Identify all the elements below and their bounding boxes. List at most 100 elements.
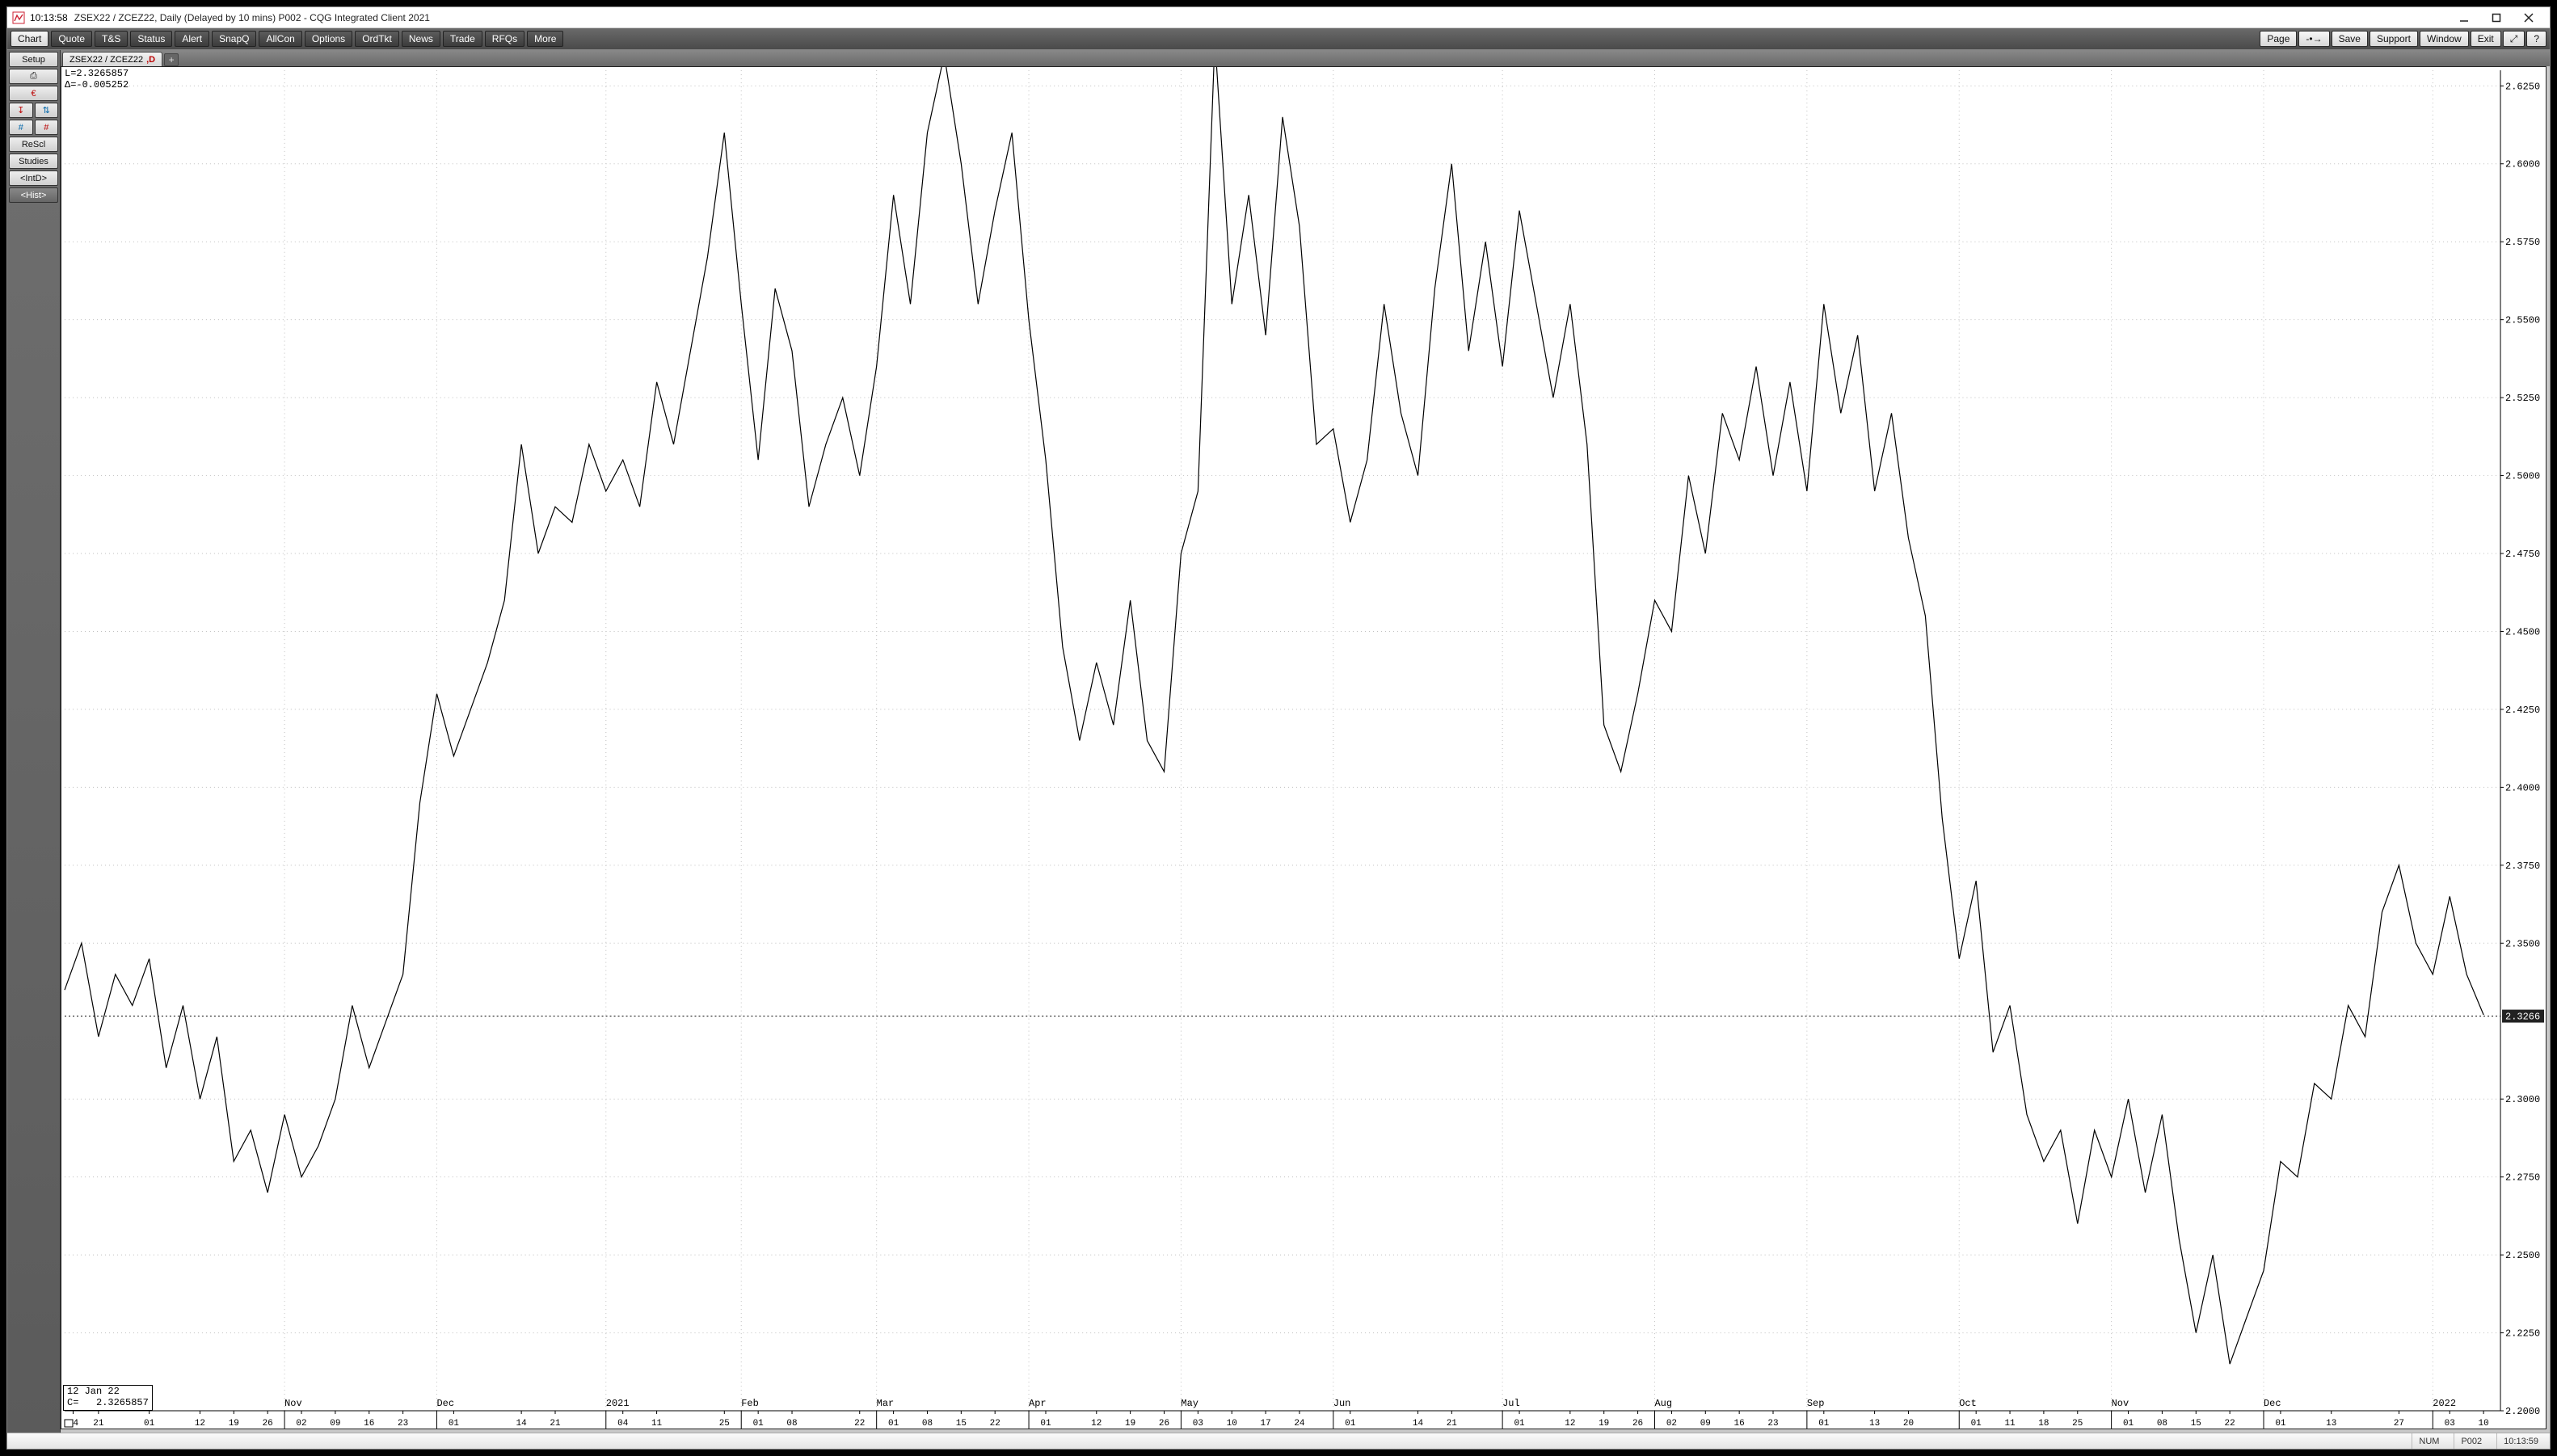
svg-text:11: 11 — [2004, 1419, 2016, 1429]
toolbar--[interactable]: ⤢ — [2503, 31, 2525, 47]
svg-text:01: 01 — [1040, 1419, 1051, 1429]
svg-text:13: 13 — [2326, 1419, 2336, 1429]
toolbar-options[interactable]: Options — [305, 31, 352, 47]
svg-text:Aug: Aug — [1654, 1398, 1672, 1409]
currency-button[interactable]: € — [9, 86, 58, 101]
svg-text:2.5750: 2.5750 — [2505, 237, 2540, 248]
toolbar-t-s[interactable]: T&S — [95, 31, 128, 47]
svg-text:19: 19 — [1125, 1419, 1135, 1429]
side-toolbar: Setup ⎙ € ↧ ⇅ # # ReScl Studies <IntD> <… — [7, 50, 61, 1433]
svg-text:2.2750: 2.2750 — [2505, 1172, 2540, 1184]
toolbar-exit[interactable]: Exit — [2471, 31, 2501, 47]
svg-text:12: 12 — [1091, 1419, 1102, 1429]
status-time: 10:13:59 — [2496, 1433, 2545, 1449]
toolbar-window[interactable]: Window — [2420, 31, 2469, 47]
svg-text:01: 01 — [144, 1419, 155, 1429]
svg-text:01: 01 — [1514, 1419, 1525, 1429]
svg-text:02: 02 — [296, 1419, 306, 1429]
rescale-button[interactable]: ReScl — [9, 137, 58, 152]
chart-tab[interactable]: ZSEX22 / ZCEZ22,D — [62, 52, 162, 66]
setup-button[interactable]: Setup — [9, 52, 58, 67]
toolbar-trade[interactable]: Trade — [443, 31, 482, 47]
status-page: P002 — [2454, 1433, 2488, 1449]
toolbar-save[interactable]: Save — [2332, 31, 2368, 47]
tab-strip: ZSEX22 / ZCEZ22,D + — [61, 50, 2550, 66]
svg-text:19: 19 — [229, 1419, 239, 1429]
tool-updown-button[interactable]: ⇅ — [35, 103, 59, 118]
svg-text:22: 22 — [854, 1419, 865, 1429]
intd-button[interactable]: <IntD> — [9, 170, 58, 186]
svg-text:19: 19 — [1599, 1419, 1609, 1429]
svg-text:02: 02 — [1666, 1419, 1677, 1429]
toolbar-ordtkt[interactable]: OrdTkt — [355, 31, 399, 47]
print-button[interactable]: ⎙ — [9, 69, 58, 84]
svg-text:22: 22 — [990, 1419, 1000, 1429]
svg-text:2.5250: 2.5250 — [2505, 393, 2540, 404]
titlebar-time: 10:13:58 — [30, 12, 68, 23]
svg-text:26: 26 — [263, 1419, 273, 1429]
chart-area[interactable]: 2.20002.22502.25002.27502.30002.32662.35… — [61, 66, 2546, 1429]
svg-text:10: 10 — [2479, 1419, 2489, 1429]
svg-text:Jun: Jun — [1333, 1398, 1351, 1409]
svg-text:15: 15 — [2191, 1419, 2201, 1429]
tool-hash-b-button[interactable]: # — [35, 120, 59, 135]
toolbar-news[interactable]: News — [402, 31, 440, 47]
svg-text:Oct: Oct — [1959, 1398, 1977, 1409]
svg-text:09: 09 — [330, 1419, 340, 1429]
svg-text:14: 14 — [1413, 1419, 1424, 1429]
toolbar-snapq[interactable]: SnapQ — [212, 31, 256, 47]
tab-suffix: ,D — [146, 55, 155, 65]
close-button[interactable] — [2513, 8, 2545, 27]
svg-text:2.2500: 2.2500 — [2505, 1250, 2540, 1261]
app-window: 10:13:58 ZSEX22 / ZCEZ22, Daily (Delayed… — [6, 6, 2551, 1450]
status-num: NUM — [2412, 1433, 2445, 1449]
toolbar-more[interactable]: More — [527, 31, 563, 47]
toolbar--[interactable]: -•→ — [2298, 31, 2329, 47]
toolbar-chart[interactable]: Chart — [11, 31, 48, 47]
svg-text:2.4000: 2.4000 — [2505, 782, 2540, 793]
svg-text:01: 01 — [2123, 1419, 2134, 1429]
tool-down-button[interactable]: ↧ — [9, 103, 33, 118]
maximize-button[interactable] — [2480, 8, 2513, 27]
tool-hash-a-button[interactable]: # — [9, 120, 33, 135]
svg-text:16: 16 — [364, 1419, 374, 1429]
svg-text:24: 24 — [1294, 1419, 1305, 1429]
svg-text:01: 01 — [888, 1419, 899, 1429]
svg-text:2022: 2022 — [2433, 1398, 2456, 1409]
svg-text:26: 26 — [1159, 1419, 1169, 1429]
app-icon — [12, 11, 25, 24]
svg-text:Mar: Mar — [877, 1398, 895, 1409]
svg-text:Dec: Dec — [436, 1398, 454, 1409]
svg-text:13: 13 — [1869, 1419, 1880, 1429]
svg-text:Apr: Apr — [1029, 1398, 1047, 1409]
hist-button[interactable]: <Hist> — [9, 187, 58, 203]
svg-text:12: 12 — [1565, 1419, 1575, 1429]
minimize-button[interactable] — [2448, 8, 2480, 27]
toolbar--[interactable]: ? — [2526, 31, 2546, 47]
svg-text:16: 16 — [1734, 1419, 1745, 1429]
titlebar[interactable]: 10:13:58 ZSEX22 / ZCEZ22, Daily (Delayed… — [7, 7, 2550, 28]
toolbar-rfqs[interactable]: RFQs — [485, 31, 524, 47]
toolbar-alert[interactable]: Alert — [175, 31, 209, 47]
toolbar-support[interactable]: Support — [2370, 31, 2418, 47]
add-tab-button[interactable]: + — [164, 53, 179, 66]
toolbar-allcon[interactable]: AllCon — [259, 31, 301, 47]
studies-button[interactable]: Studies — [9, 154, 58, 169]
svg-text:04: 04 — [617, 1419, 629, 1429]
svg-text:2.6000: 2.6000 — [2505, 159, 2540, 170]
svg-text:27: 27 — [2394, 1419, 2404, 1429]
svg-text:08: 08 — [922, 1419, 933, 1429]
toolbar-status[interactable]: Status — [130, 31, 172, 47]
toolbar-quote[interactable]: Quote — [51, 31, 92, 47]
svg-text:09: 09 — [1700, 1419, 1711, 1429]
svg-text:2.4500: 2.4500 — [2505, 626, 2540, 638]
svg-text:01: 01 — [1971, 1419, 1982, 1429]
titlebar-title: ZSEX22 / ZCEZ22, Daily (Delayed by 10 mi… — [74, 12, 2448, 23]
svg-text:18: 18 — [2038, 1419, 2049, 1429]
toolbar-page[interactable]: Page — [2260, 31, 2297, 47]
svg-text:01: 01 — [753, 1419, 765, 1429]
tab-label: ZSEX22 / ZCEZ22 — [70, 55, 143, 65]
svg-text:2.2250: 2.2250 — [2505, 1328, 2540, 1340]
svg-text:03: 03 — [2445, 1419, 2455, 1429]
svg-text:21: 21 — [93, 1419, 104, 1429]
